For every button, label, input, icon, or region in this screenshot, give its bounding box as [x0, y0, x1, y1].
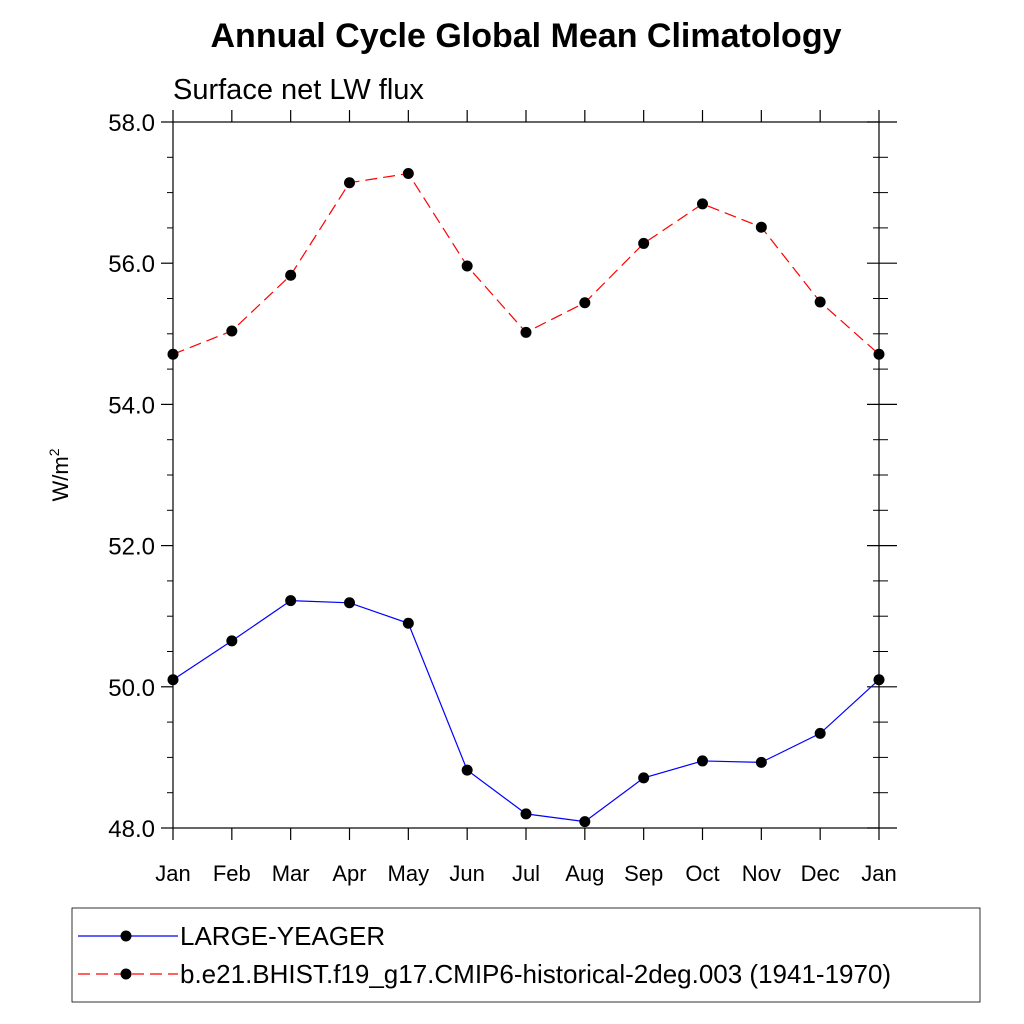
- series-line: [172, 600, 880, 823]
- x-tick-label: Jan: [861, 861, 896, 886]
- x-tick-label: Jul: [512, 861, 540, 886]
- chart-subtitle: Surface net LW flux: [173, 74, 424, 106]
- data-point: [167, 348, 179, 360]
- data-point: [461, 260, 473, 272]
- data-point: [285, 269, 297, 281]
- y-tick-label: 58.0: [108, 110, 155, 137]
- legend: LARGE-YEAGER b.e21.BHIST.f19_g17.CMIP6-hi…: [71, 907, 981, 1003]
- data-point: [638, 237, 650, 249]
- data-point: [344, 177, 355, 189]
- series-layer: [167, 168, 885, 828]
- legend-label-1: LARGE-YEAGER: [180, 921, 385, 951]
- data-point: [167, 674, 179, 686]
- y-tick-label: 54.0: [108, 392, 155, 419]
- data-point: [402, 168, 414, 180]
- y-tick-label: 52.0: [108, 534, 155, 561]
- data-point: [520, 808, 532, 820]
- data-point: [814, 727, 826, 739]
- x-tick-label: Jan: [155, 861, 190, 886]
- data-point: [461, 764, 473, 776]
- legend-box: [71, 907, 981, 1003]
- axes: 48.0 50.0 52.0 54.0 56.0 58.0 Jan Feb Mar Apr May J…: [108, 110, 897, 886]
- data-point: [579, 297, 591, 309]
- legend-label-2: b.e21.BHIST.f19_g17.CMIP6-historical-2de…: [180, 959, 891, 989]
- y-tick-label: 56.0: [108, 251, 155, 278]
- x-tick-label: Mar: [272, 861, 310, 886]
- x-tick-label: Dec: [801, 861, 840, 886]
- data-point: [755, 221, 767, 233]
- data-point: [226, 325, 238, 337]
- data-point: [638, 772, 650, 784]
- chart-title: Annual Cycle Global Mean Climatology: [211, 17, 842, 55]
- y-tick-label: 48.0: [108, 816, 155, 843]
- y-axis-label: W/m2: [46, 448, 73, 501]
- series-2: [167, 168, 885, 360]
- data-point: [697, 198, 708, 210]
- x-tick-label: Nov: [742, 861, 781, 886]
- data-point: [697, 755, 708, 767]
- data-point: [873, 348, 885, 360]
- data-point: [402, 617, 414, 629]
- x-tick-label: May: [388, 861, 430, 886]
- data-point: [520, 326, 532, 338]
- data-point: [755, 756, 767, 768]
- x-tick-label: Feb: [213, 861, 251, 886]
- data-point: [814, 296, 826, 308]
- x-tick-label: Jun: [449, 861, 484, 886]
- x-tick-label: Aug: [565, 861, 604, 886]
- data-point: [344, 597, 355, 609]
- plot-frame: [172, 121, 880, 829]
- data-point: [285, 595, 297, 607]
- data-point: [579, 816, 591, 828]
- legend-marker-2: [120, 968, 132, 980]
- x-tick-label: Apr: [332, 861, 366, 886]
- legend-marker-1: [120, 930, 132, 942]
- y-tick-label: 50.0: [108, 675, 155, 702]
- data-point: [873, 674, 885, 686]
- data-point: [226, 635, 238, 647]
- series-1: [167, 595, 885, 828]
- x-tick-label: Sep: [624, 861, 663, 886]
- x-tick-label: Oct: [685, 861, 719, 886]
